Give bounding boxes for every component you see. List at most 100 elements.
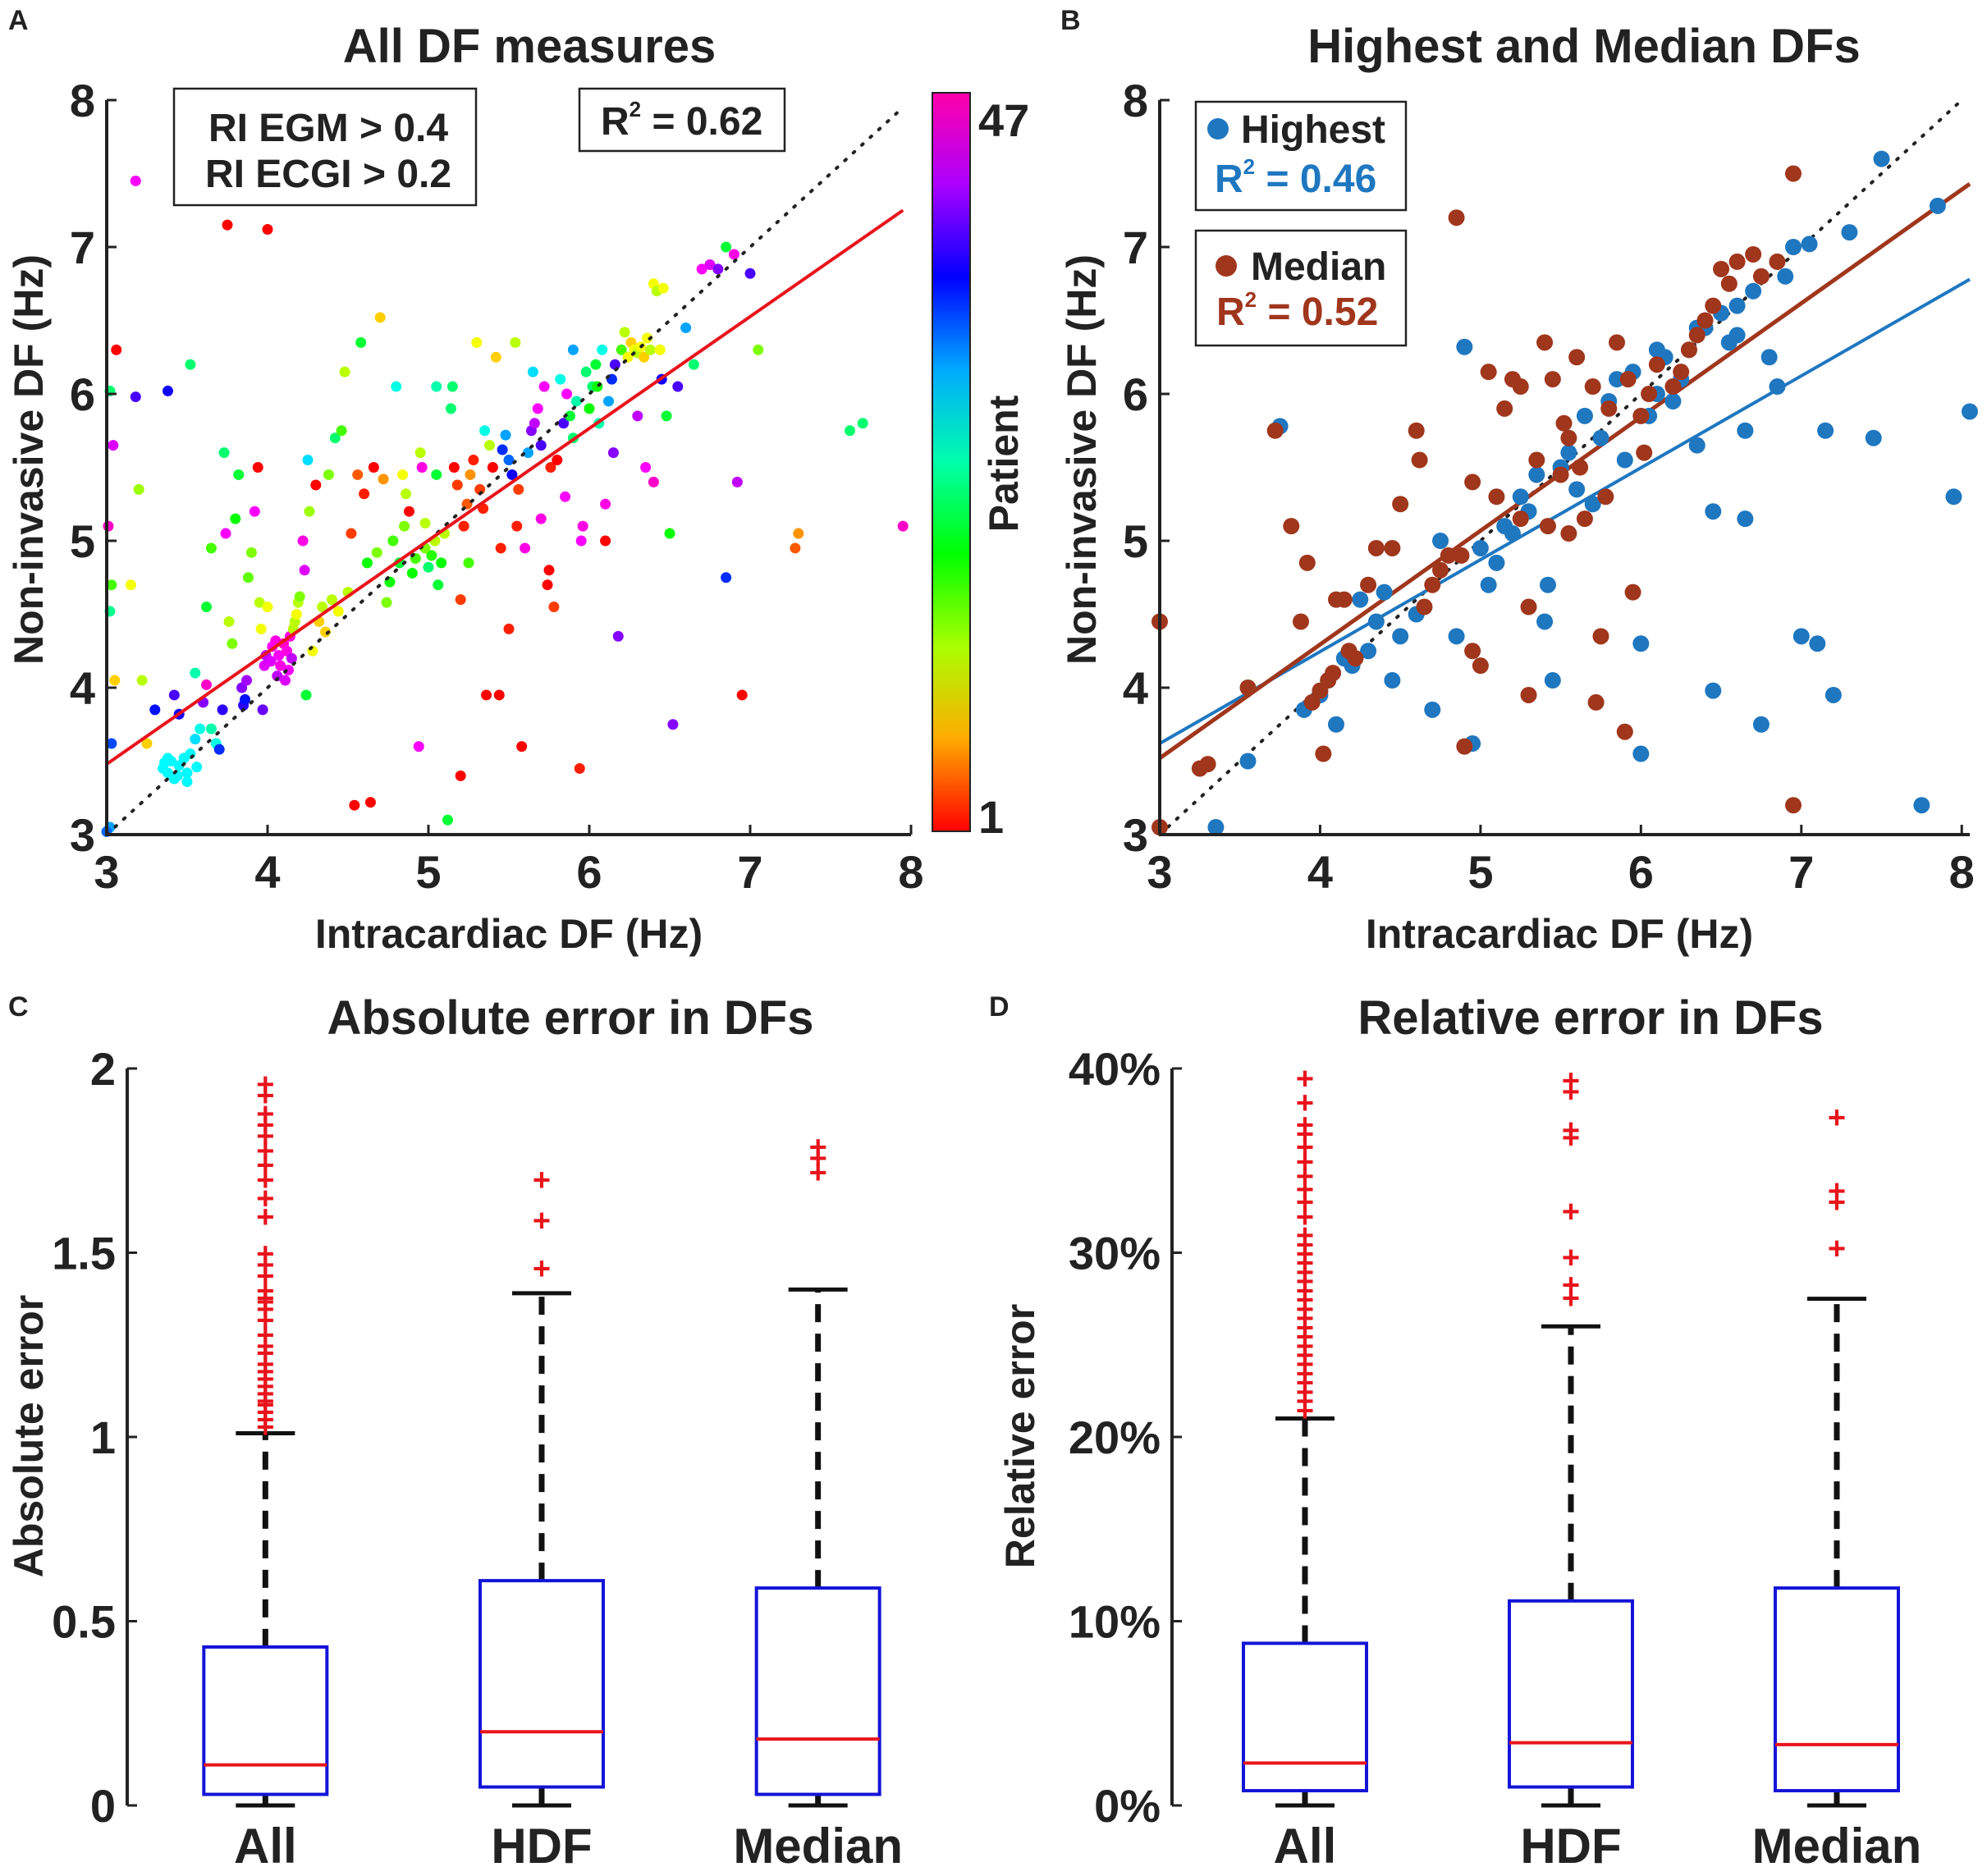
box-median: ++++ [1774,1100,1900,1808]
scatter-point-highest [1488,554,1505,571]
scatter-point [575,535,587,547]
scatter-point [262,602,273,613]
outlier: + [1296,1173,1314,1207]
scatter-point-median [1592,628,1609,645]
scatter-point [552,455,563,466]
scatter-point-median [1283,518,1300,535]
scatter-point [205,542,217,554]
scatter-point [130,175,141,186]
y-tick-label: 7 [1123,222,1148,273]
scatter-point [793,528,804,539]
scatter-point [323,469,334,480]
scatter-point [125,579,136,591]
y-tick-label: 7 [70,222,95,273]
scatter-point [580,366,592,377]
scatter-point [222,219,233,231]
scatter-point [181,767,193,779]
outlier: + [256,1201,274,1235]
scatter-point [133,483,144,495]
scatter-point-median [1528,451,1545,469]
r2-label-a: R2 = 0.62 [601,97,762,144]
scatter-point [241,675,253,686]
scatter-point [136,675,148,686]
panel-d-letter: D [989,991,1010,1023]
outlier: + [256,1303,274,1338]
scatter-point-median [1560,429,1577,446]
scatter-point-highest [1865,429,1882,446]
scatter-point-median [1440,547,1457,564]
scatter-point [403,506,414,517]
scatter-point-highest [1632,745,1650,762]
scatter-point [213,744,225,755]
outlier: + [533,1251,551,1286]
x-tick-label: 3 [94,846,119,898]
scatter-point [603,396,615,407]
scatter-point [728,249,739,260]
scatter-point [442,814,454,826]
scatter-point [374,312,386,323]
scatter-point-highest [1809,635,1826,652]
y-tick-label: 6 [1123,368,1148,420]
y-tick-label: 4 [70,662,95,714]
scatter-point [436,557,447,569]
scatter-point-median [1480,364,1497,381]
y-tick-label: 5 [70,515,95,567]
scatter-point [399,520,410,532]
panel-c: C Absolute error in DFs ++++++++++++++++… [6,991,903,1874]
legend-highest-r2: R2 = 0.46 [1215,154,1376,201]
scatter-point-highest [1512,488,1529,506]
panel-a-letter: A [8,5,29,36]
criteria-line-2: RI ECGI > 0.2 [205,153,451,196]
scatter-point-median [1616,723,1633,740]
scatter-point [510,336,521,348]
scatter-point [465,469,476,480]
scatter-point-median [1335,591,1353,608]
scatter-point-median [1728,253,1746,270]
panel-c-ylabel: Absolute error [6,1295,52,1578]
scatter-point [445,403,456,414]
scatter-point-highest [1544,672,1561,689]
outlier: + [1828,1232,1846,1266]
scatter-point-median [1512,510,1529,528]
scatter-point-highest [1824,686,1842,703]
scatter-point-highest [1456,338,1473,355]
scatter-point-highest [1752,716,1770,733]
scatter-point [257,704,268,716]
scatter-point [195,723,206,734]
scatter-point-median [1315,745,1332,762]
outlier: + [256,1411,274,1445]
scatter-point [297,535,309,547]
scatter-point [227,638,238,649]
scatter-point [349,799,360,811]
panel-b-ylabel: Non-invasive DF (Hz) [1059,254,1105,665]
scatter-point-median [1745,245,1762,263]
scatter-point [560,491,571,502]
legend-highest-marker [1207,118,1229,140]
outlier: + [256,1337,274,1371]
scatter-point-median [1539,518,1556,535]
colorbar [932,92,971,832]
scatter-point-highest [1929,197,1946,214]
scatter-point [567,344,579,355]
scatter-point [545,462,556,473]
scatter-point [242,572,254,583]
outlier: + [1296,1338,1314,1373]
scatter-point [108,440,119,451]
colorbar-max: 47 [978,94,1029,146]
scatter-point [401,488,412,500]
scatter-point-median [1303,693,1321,711]
scatter-point-highest [1841,224,1858,241]
scatter-point [642,332,653,344]
panel-a-xlabel: Intracardiac DF (Hz) [315,911,703,957]
outlier: + [256,1384,274,1419]
panel-a: A All DF measures 3 4 5 6 7 8 3 4 5 6 7 8 Intracard… [6,5,1029,957]
outlier: + [1296,1108,1314,1142]
scatter-point [185,359,196,370]
box-iqr [202,1645,329,1796]
legend-highest-box [1194,100,1408,212]
scatter-point-highest [1367,613,1385,630]
scatter-point [190,667,201,679]
scatter-point [688,359,699,370]
scatter-point-highest [1472,539,1489,556]
scatter-point-highest [1705,682,1722,699]
